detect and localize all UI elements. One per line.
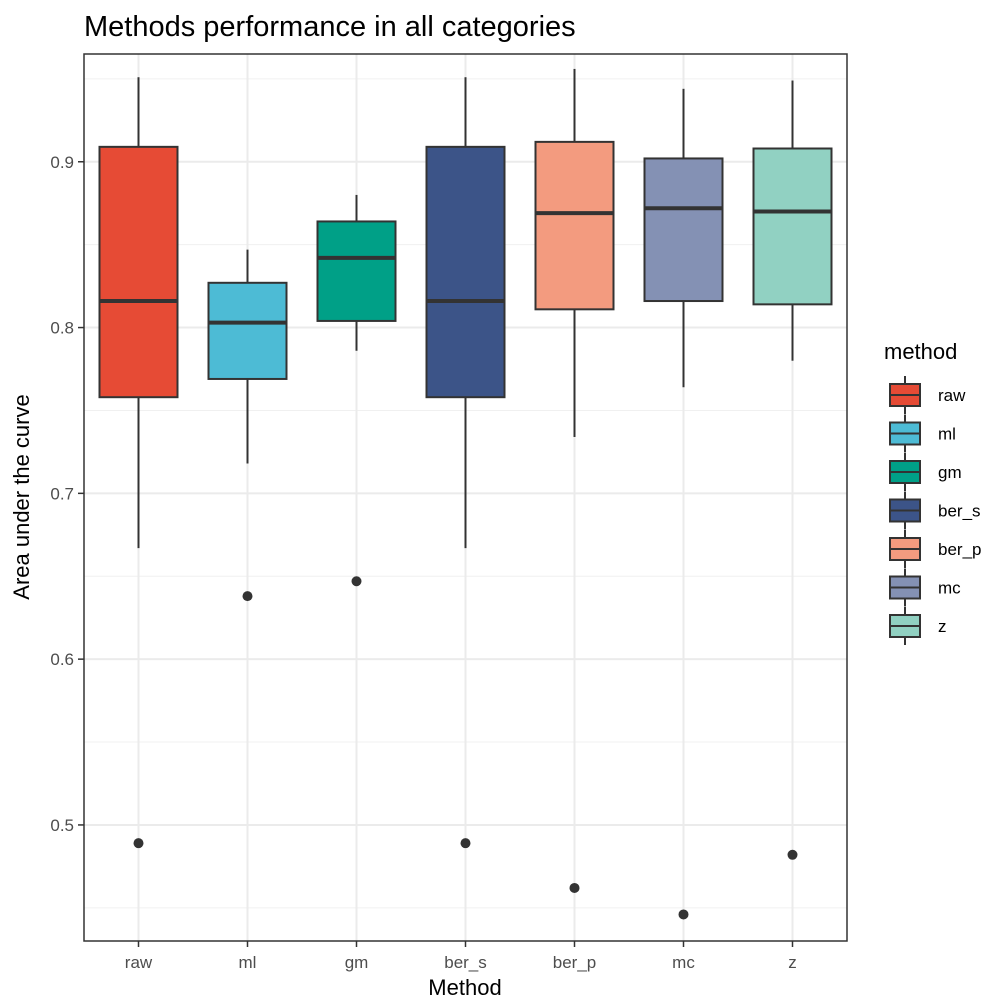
legend-item-mc: mc	[889, 568, 961, 607]
outlier-point	[133, 838, 144, 849]
y-tick-label: 0.5	[50, 816, 74, 835]
box-ml	[207, 249, 288, 602]
outlier-point	[460, 838, 471, 849]
legend-item-ml: ml	[889, 414, 956, 453]
x-tick-label: z	[788, 953, 797, 972]
y-tick-label: 0.6	[50, 650, 74, 669]
legend-label: gm	[938, 463, 962, 482]
box-mc	[643, 88, 724, 920]
legend-label: raw	[938, 386, 966, 405]
outlier-point	[678, 909, 689, 920]
x-tick-label: ber_s	[444, 953, 487, 972]
chart-title: Methods performance in all categories	[84, 11, 576, 43]
plot-area: 0.5 0.6 0.7 0.8 0.9 raw ml gm ber_s ber_p mc z	[50, 53, 848, 972]
y-tick-label: 0.9	[50, 153, 74, 172]
legend-item-gm: gm	[889, 453, 962, 491]
y-tick-label: 0.8	[50, 319, 74, 338]
box-body	[752, 147, 833, 306]
box-body	[207, 281, 288, 380]
legend-item-z: z	[889, 607, 947, 645]
legend-title: method	[884, 339, 957, 364]
legend-label: ml	[938, 425, 956, 444]
box-gm	[316, 194, 397, 587]
legend-item-ber_s: ber_s	[889, 491, 981, 530]
outlier-point	[351, 576, 362, 587]
box-raw	[98, 77, 179, 849]
box-z	[752, 80, 833, 860]
x-tick-label: ber_p	[553, 953, 596, 972]
box-body	[98, 145, 179, 399]
y-axis-title: Area under the curve	[9, 394, 34, 599]
x-tick-label: gm	[345, 953, 369, 972]
legend: method raw ml gm ber_s ber_pmc z	[884, 339, 981, 645]
x-tick-label: mc	[672, 953, 695, 972]
box-body	[534, 140, 615, 311]
x-tick-label: raw	[125, 953, 153, 972]
outlier-point	[569, 882, 580, 893]
y-tick-label: 0.7	[50, 484, 74, 503]
box-body	[643, 157, 724, 303]
x-axis-title: Method	[428, 975, 501, 1000]
outlier-point	[787, 849, 798, 860]
box-body	[316, 220, 397, 322]
legend-label: ber_s	[938, 502, 981, 521]
x-tick-label: ml	[239, 953, 257, 972]
box-ber_s	[425, 77, 506, 849]
legend-item-raw: raw	[889, 376, 966, 414]
box-ber_p	[534, 68, 615, 893]
legend-label: mc	[938, 579, 961, 598]
legend-label: z	[938, 617, 947, 636]
outlier-point	[242, 591, 253, 602]
box-body	[425, 145, 506, 399]
legend-label: ber_p	[938, 540, 981, 559]
legend-item-ber_p: ber_p	[889, 530, 981, 568]
